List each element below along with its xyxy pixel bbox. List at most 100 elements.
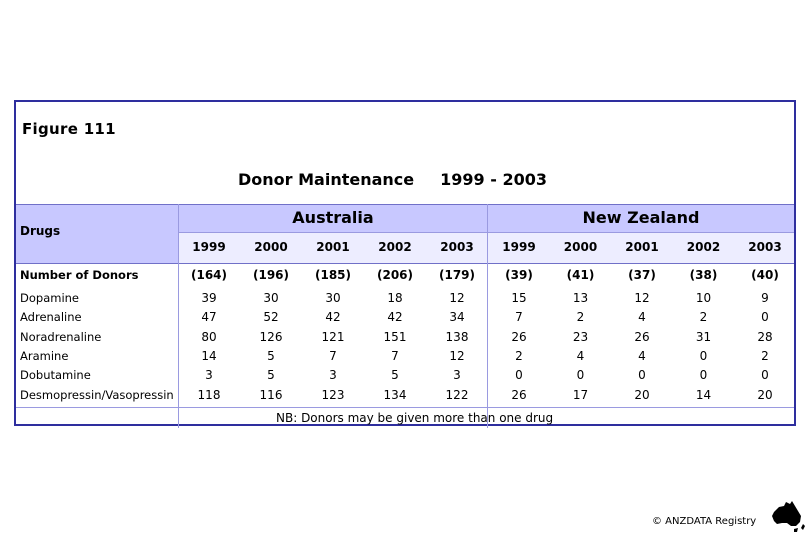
column-divider [487, 204, 488, 428]
period-text: 1999 - 2003 [440, 170, 547, 189]
row-label: Adrenaline [20, 310, 82, 324]
table-cell: 126 [259, 330, 283, 344]
table-cell: 2 [515, 349, 523, 363]
row-label: Number of Donors [20, 268, 139, 282]
table-cell: 10 [695, 291, 712, 305]
table-cell: 5 [267, 349, 275, 363]
table-cell: 3 [329, 368, 337, 382]
table-cell: 13 [572, 291, 589, 305]
table-cell: (38) [689, 268, 718, 282]
table-cell: (41) [566, 268, 595, 282]
column-divider [178, 204, 179, 428]
table-cell: 14 [201, 349, 217, 363]
table-cell: 7 [391, 349, 399, 363]
table-cell: (164) [190, 268, 228, 282]
table-cell: 122 [445, 388, 469, 402]
table-cell: 151 [383, 330, 407, 344]
table-cell: 20 [757, 388, 773, 402]
year-header: 2003 [440, 240, 474, 254]
year-header-band [178, 232, 794, 263]
table-cell: (206) [376, 268, 414, 282]
year-header: 2002 [686, 240, 721, 254]
table-cell: 0 [761, 368, 769, 382]
table-cell: 52 [263, 310, 279, 324]
table-cell: 28 [757, 330, 773, 344]
table-cell: 14 [695, 388, 712, 402]
table-cell: 5 [267, 368, 275, 382]
table-cell: 0 [699, 368, 708, 382]
table-cell: 123 [321, 388, 345, 402]
table-cell: 4 [638, 310, 646, 324]
table-cell: 12 [449, 291, 465, 305]
table-cell: 42 [325, 310, 341, 324]
table-cell: 121 [321, 330, 345, 344]
year-header: 2000 [563, 240, 598, 254]
row-label: Desmopressin/Vasopressin [20, 388, 174, 402]
australia-map-icon [772, 501, 805, 532]
year-header: 2003 [748, 240, 782, 254]
table-cell: 47 [201, 310, 217, 324]
table-cell: 2 [699, 310, 708, 324]
table-cell: 4 [576, 349, 585, 363]
figure-frame: Figure 111 Donor Maintenance 1999 - 2003 … [14, 100, 796, 428]
row-label: Aramine [20, 349, 69, 363]
table-cell: 3 [205, 368, 213, 382]
table-cell: 15 [511, 291, 527, 305]
table-cell: 39 [201, 291, 217, 305]
table-cell: 138 [445, 330, 469, 344]
table-cell: 80 [201, 330, 217, 344]
row-label: Noradrenaline [20, 330, 102, 344]
copyright-text: © ANZDATA Registry [652, 516, 757, 527]
table-cell: 34 [449, 310, 465, 324]
table-cell: 26 [511, 330, 527, 344]
table-cell: 0 [638, 368, 646, 382]
year-header: 1999 [502, 240, 536, 254]
table-cell: 0 [699, 349, 708, 363]
table-cell: 31 [695, 330, 712, 344]
table-cell: 17 [572, 388, 589, 402]
table-cell: (40) [751, 268, 779, 282]
table-cell: 0 [576, 368, 585, 382]
table-cell: 5 [391, 368, 399, 382]
table-cell: 9 [761, 291, 769, 305]
table-cell: (179) [438, 268, 476, 282]
table-cell: 0 [515, 368, 523, 382]
table-cell: 30 [325, 291, 341, 305]
table-cell: 12 [449, 349, 465, 363]
year-header: 2000 [254, 240, 288, 254]
title-text: Donor Maintenance [238, 170, 415, 189]
table-cell: 134 [383, 388, 407, 402]
table-cell: 26 [634, 330, 650, 344]
table-cell: 2 [576, 310, 585, 324]
table-cell: 116 [259, 388, 283, 402]
group-new-zealand: New Zealand [582, 208, 700, 227]
figure-title: Figure 111 [22, 120, 116, 138]
table-cell: 7 [515, 310, 523, 324]
table-cell: 118 [197, 388, 221, 402]
year-header: 2001 [316, 240, 350, 254]
table-cell: 18 [387, 291, 403, 305]
table-cell: 7 [329, 349, 337, 363]
table-cell: (185) [314, 268, 352, 282]
drugs-header: Drugs [20, 224, 61, 238]
row-label: Dopamine [20, 291, 79, 305]
table-cell: 12 [634, 291, 650, 305]
table-cell: 2 [761, 349, 769, 363]
table-cell: (37) [628, 268, 656, 282]
table-cell: 42 [387, 310, 403, 324]
year-header: 1999 [192, 240, 226, 254]
table-cell: 20 [634, 388, 650, 402]
table-cell: 0 [761, 310, 769, 324]
year-header: 2002 [378, 240, 412, 254]
table-cell: (39) [505, 268, 533, 282]
table-cell: 23 [572, 330, 589, 344]
chart-title: Donor Maintenance 1999 - 2003 [238, 170, 547, 189]
table-cell: 4 [638, 349, 646, 363]
table-cell: (196) [252, 268, 290, 282]
year-header: 2001 [625, 240, 659, 254]
table-cell: 3 [453, 368, 461, 382]
footnote: NB: Donors may be given more than one dr… [276, 411, 554, 425]
group-australia: Australia [292, 208, 374, 227]
table-cell: 26 [511, 388, 527, 402]
row-label: Dobutamine [20, 368, 91, 382]
